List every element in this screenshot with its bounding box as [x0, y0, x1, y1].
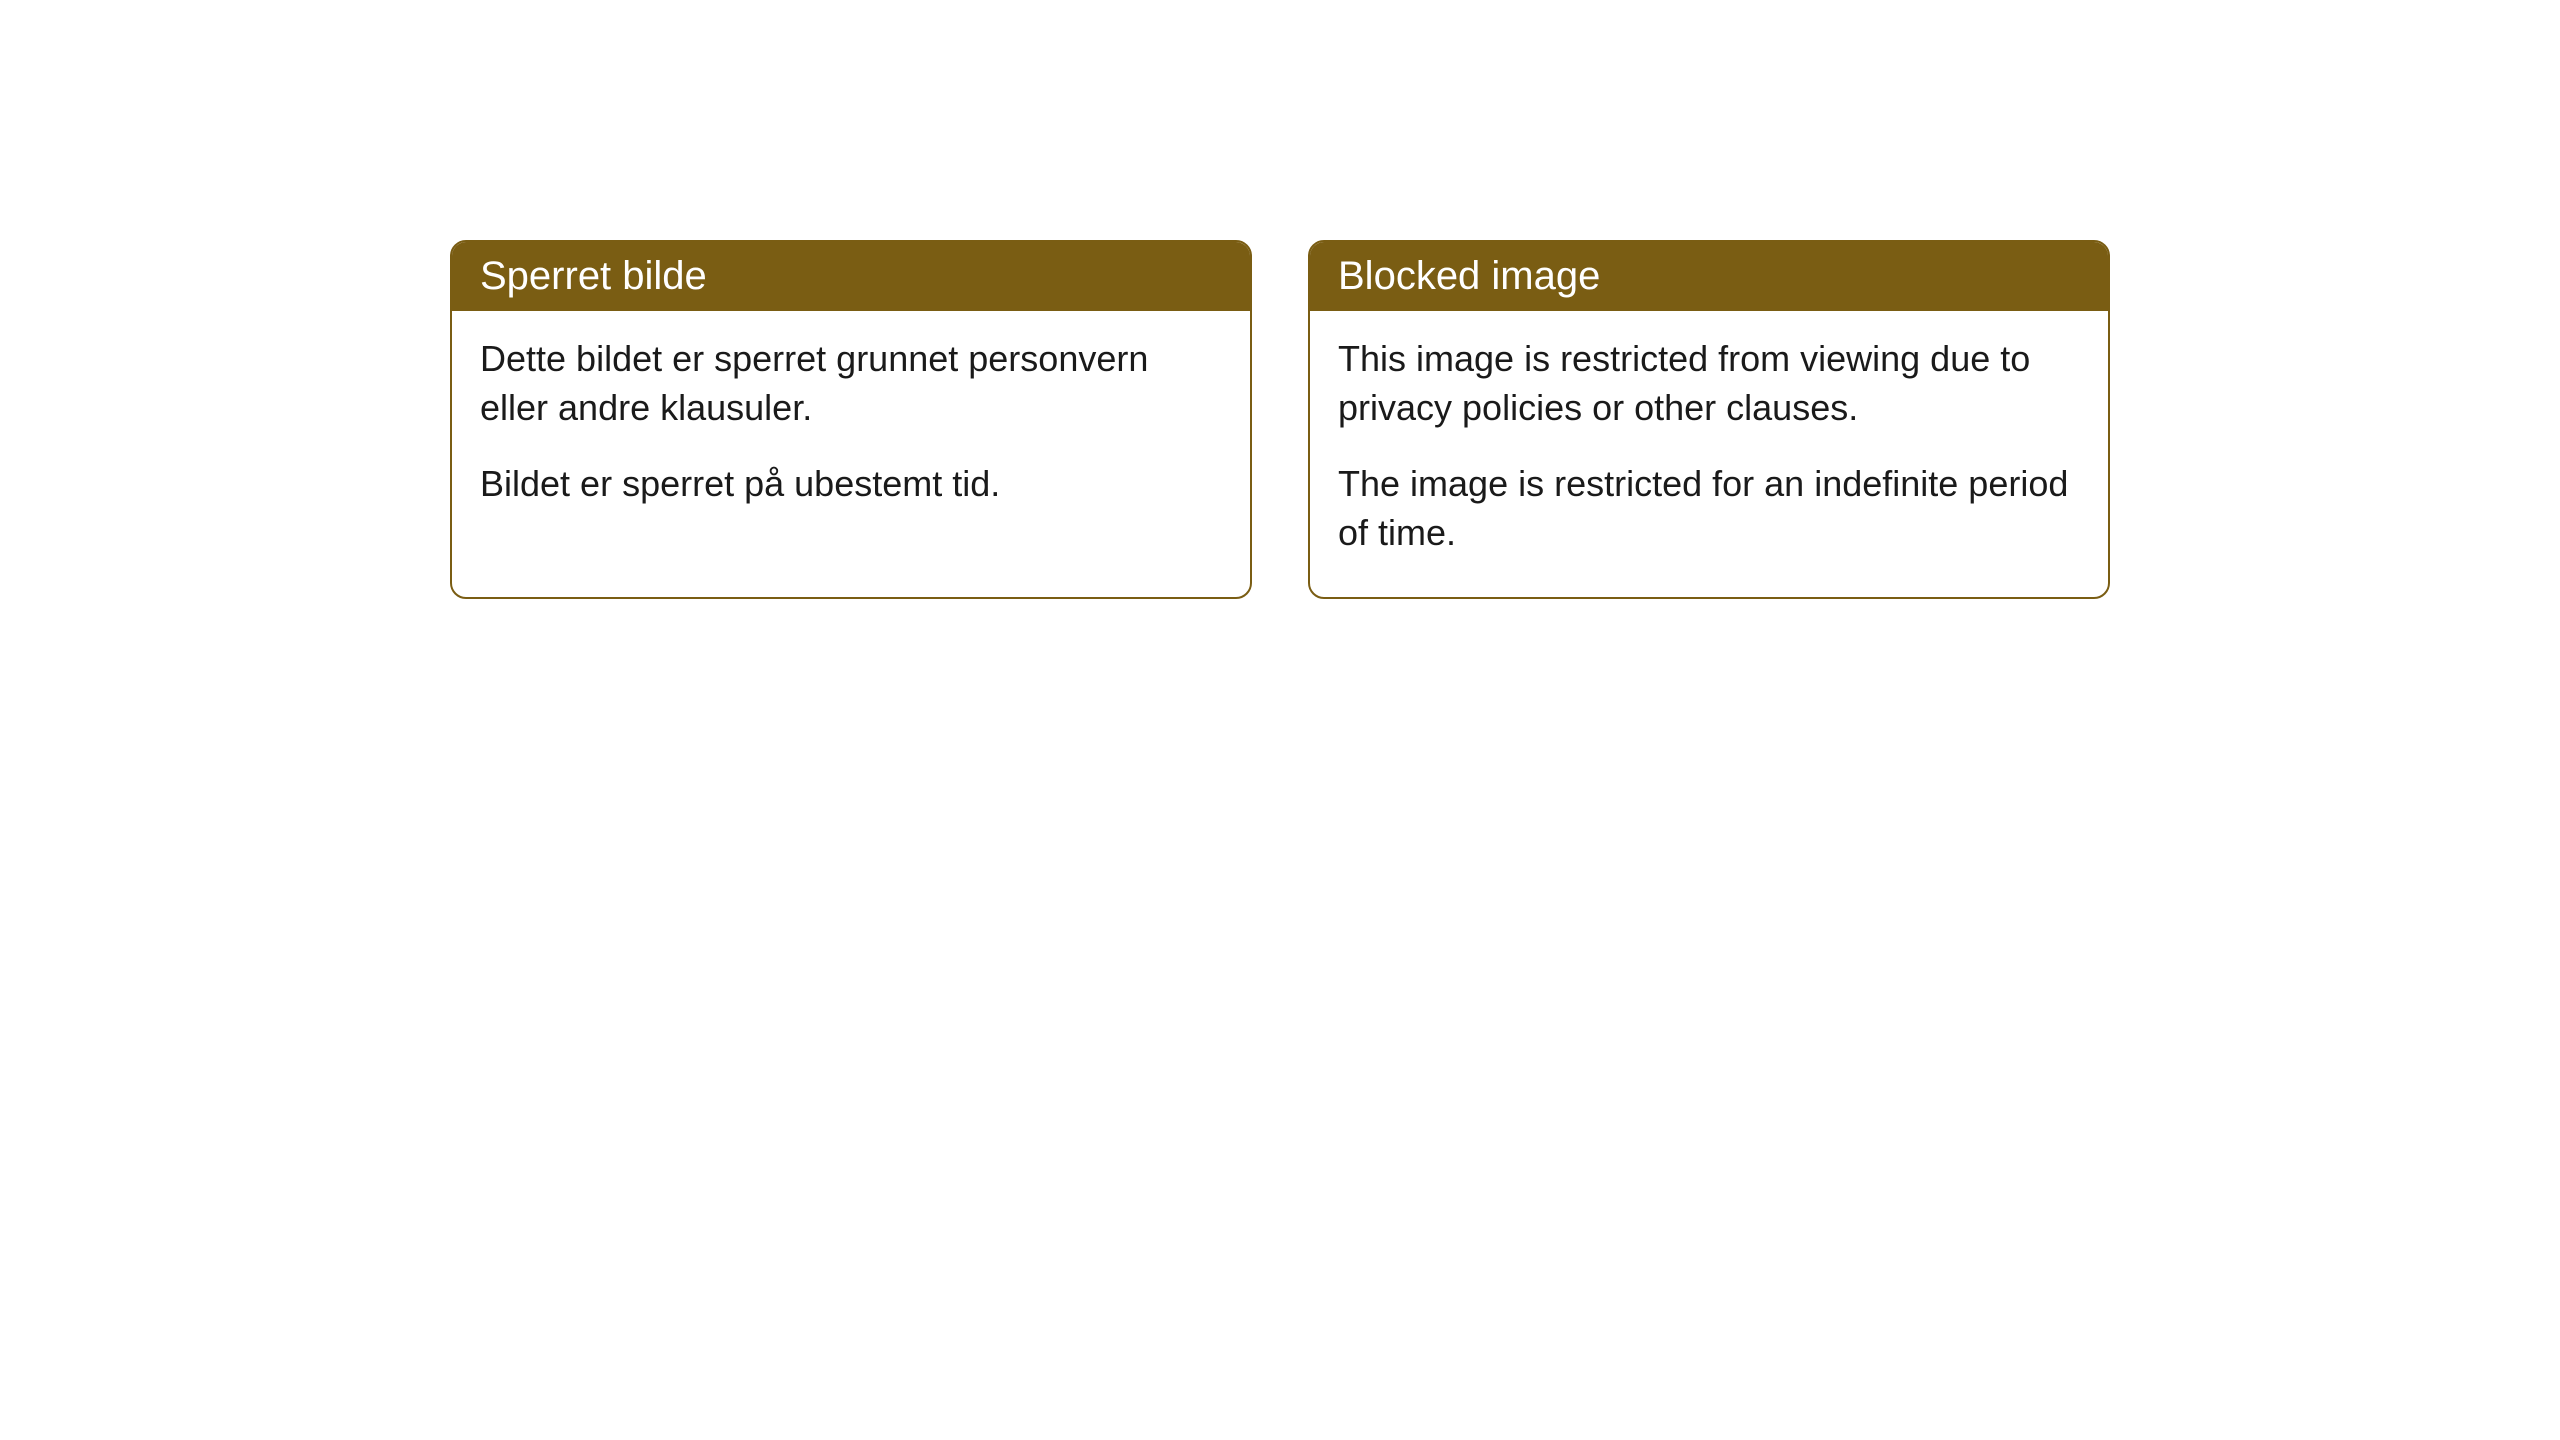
- notice-paragraph: This image is restricted from viewing du…: [1338, 335, 2080, 432]
- notice-card-english: Blocked image This image is restricted f…: [1308, 240, 2110, 599]
- notice-card-norwegian: Sperret bilde Dette bildet er sperret gr…: [450, 240, 1252, 599]
- notice-body: Dette bildet er sperret grunnet personve…: [452, 311, 1250, 549]
- notice-paragraph: Dette bildet er sperret grunnet personve…: [480, 335, 1222, 432]
- notice-title: Blocked image: [1338, 254, 1600, 298]
- notice-header: Blocked image: [1310, 242, 2108, 311]
- notice-body: This image is restricted from viewing du…: [1310, 311, 2108, 597]
- notice-paragraph: The image is restricted for an indefinit…: [1338, 460, 2080, 557]
- notice-header: Sperret bilde: [452, 242, 1250, 311]
- notice-cards-container: Sperret bilde Dette bildet er sperret gr…: [0, 240, 2560, 599]
- notice-title: Sperret bilde: [480, 254, 707, 298]
- notice-paragraph: Bildet er sperret på ubestemt tid.: [480, 460, 1222, 509]
